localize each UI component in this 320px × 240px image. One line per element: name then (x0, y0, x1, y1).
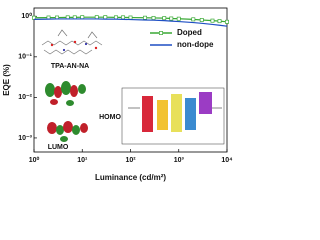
x-tick-label: 10¹ (77, 157, 88, 164)
legend: Doped non-dope (150, 28, 214, 49)
series-line (33, 18, 228, 27)
legend-marker (159, 31, 163, 35)
y-tick-label: 10⁻¹ (18, 54, 32, 61)
y-tick-label: 10⁰ (21, 12, 32, 20)
data-point (114, 15, 118, 20)
x-tick-label: 10³ (174, 157, 185, 164)
molecule-inset (41, 29, 103, 142)
data-point (128, 15, 133, 20)
energy-diagram (121, 87, 225, 145)
lumo-label: LUMO (48, 144, 69, 151)
data-point (121, 15, 125, 20)
data-point (151, 15, 156, 20)
legend-label: non-dope (177, 40, 214, 49)
data-point (199, 18, 204, 22)
data-point (80, 15, 85, 20)
data-point (94, 15, 99, 20)
data-point (176, 16, 181, 21)
chart: TPA-AN-NA HOMO LUMO Doped non-dope 10⁰ 10¹… (2, 7, 233, 182)
data-point (191, 17, 196, 22)
lumo-orbital (47, 121, 88, 142)
data-point (143, 15, 147, 20)
y-tick-label: 10⁻² (18, 94, 32, 101)
x-tick-label: 10² (125, 157, 136, 164)
data-point (210, 18, 215, 23)
molecule-label: TPA-AN-NA (51, 63, 89, 70)
x-tick-label: 10⁴ (221, 157, 233, 164)
x-axis-label: Luminance (cd/m²) (95, 173, 166, 182)
x-tick-label: 10⁰ (29, 156, 40, 164)
data-point (169, 16, 174, 21)
legend-label: Doped (177, 28, 202, 37)
y-tick-label: 10⁻³ (18, 135, 32, 142)
data-point (217, 19, 222, 24)
data-point (225, 19, 229, 24)
homo-orbital (45, 81, 86, 106)
data-point (103, 15, 108, 20)
data-point (162, 16, 167, 21)
y-axis-label: EQE (%) (2, 64, 11, 96)
homo-label: HOMO (99, 114, 121, 121)
